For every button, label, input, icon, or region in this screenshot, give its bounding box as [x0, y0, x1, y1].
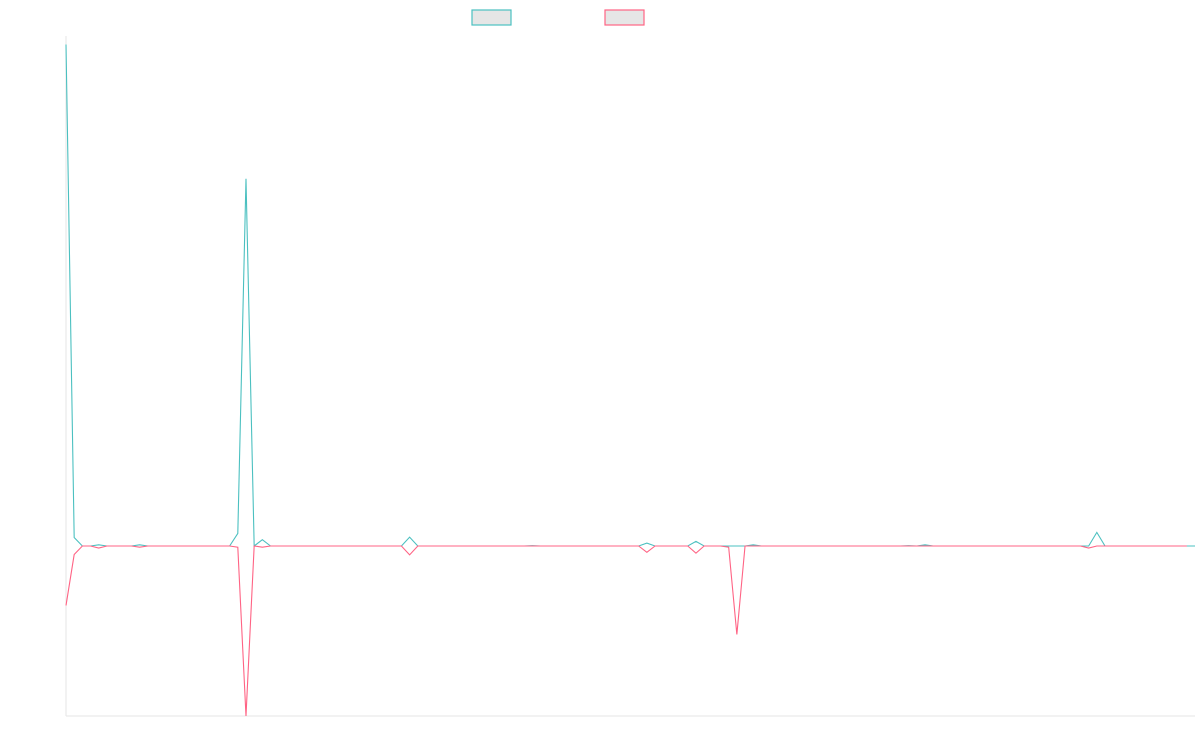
legend[interactable] [471, 9, 645, 26]
plot-area [65, 44, 1195, 717]
series-2-line [65, 545, 1187, 717]
legend-swatch-series-1[interactable] [471, 9, 512, 26]
legend-swatch-series-2[interactable] [604, 9, 645, 26]
series-1-line [65, 44, 1195, 548]
axes [65, 36, 1195, 717]
